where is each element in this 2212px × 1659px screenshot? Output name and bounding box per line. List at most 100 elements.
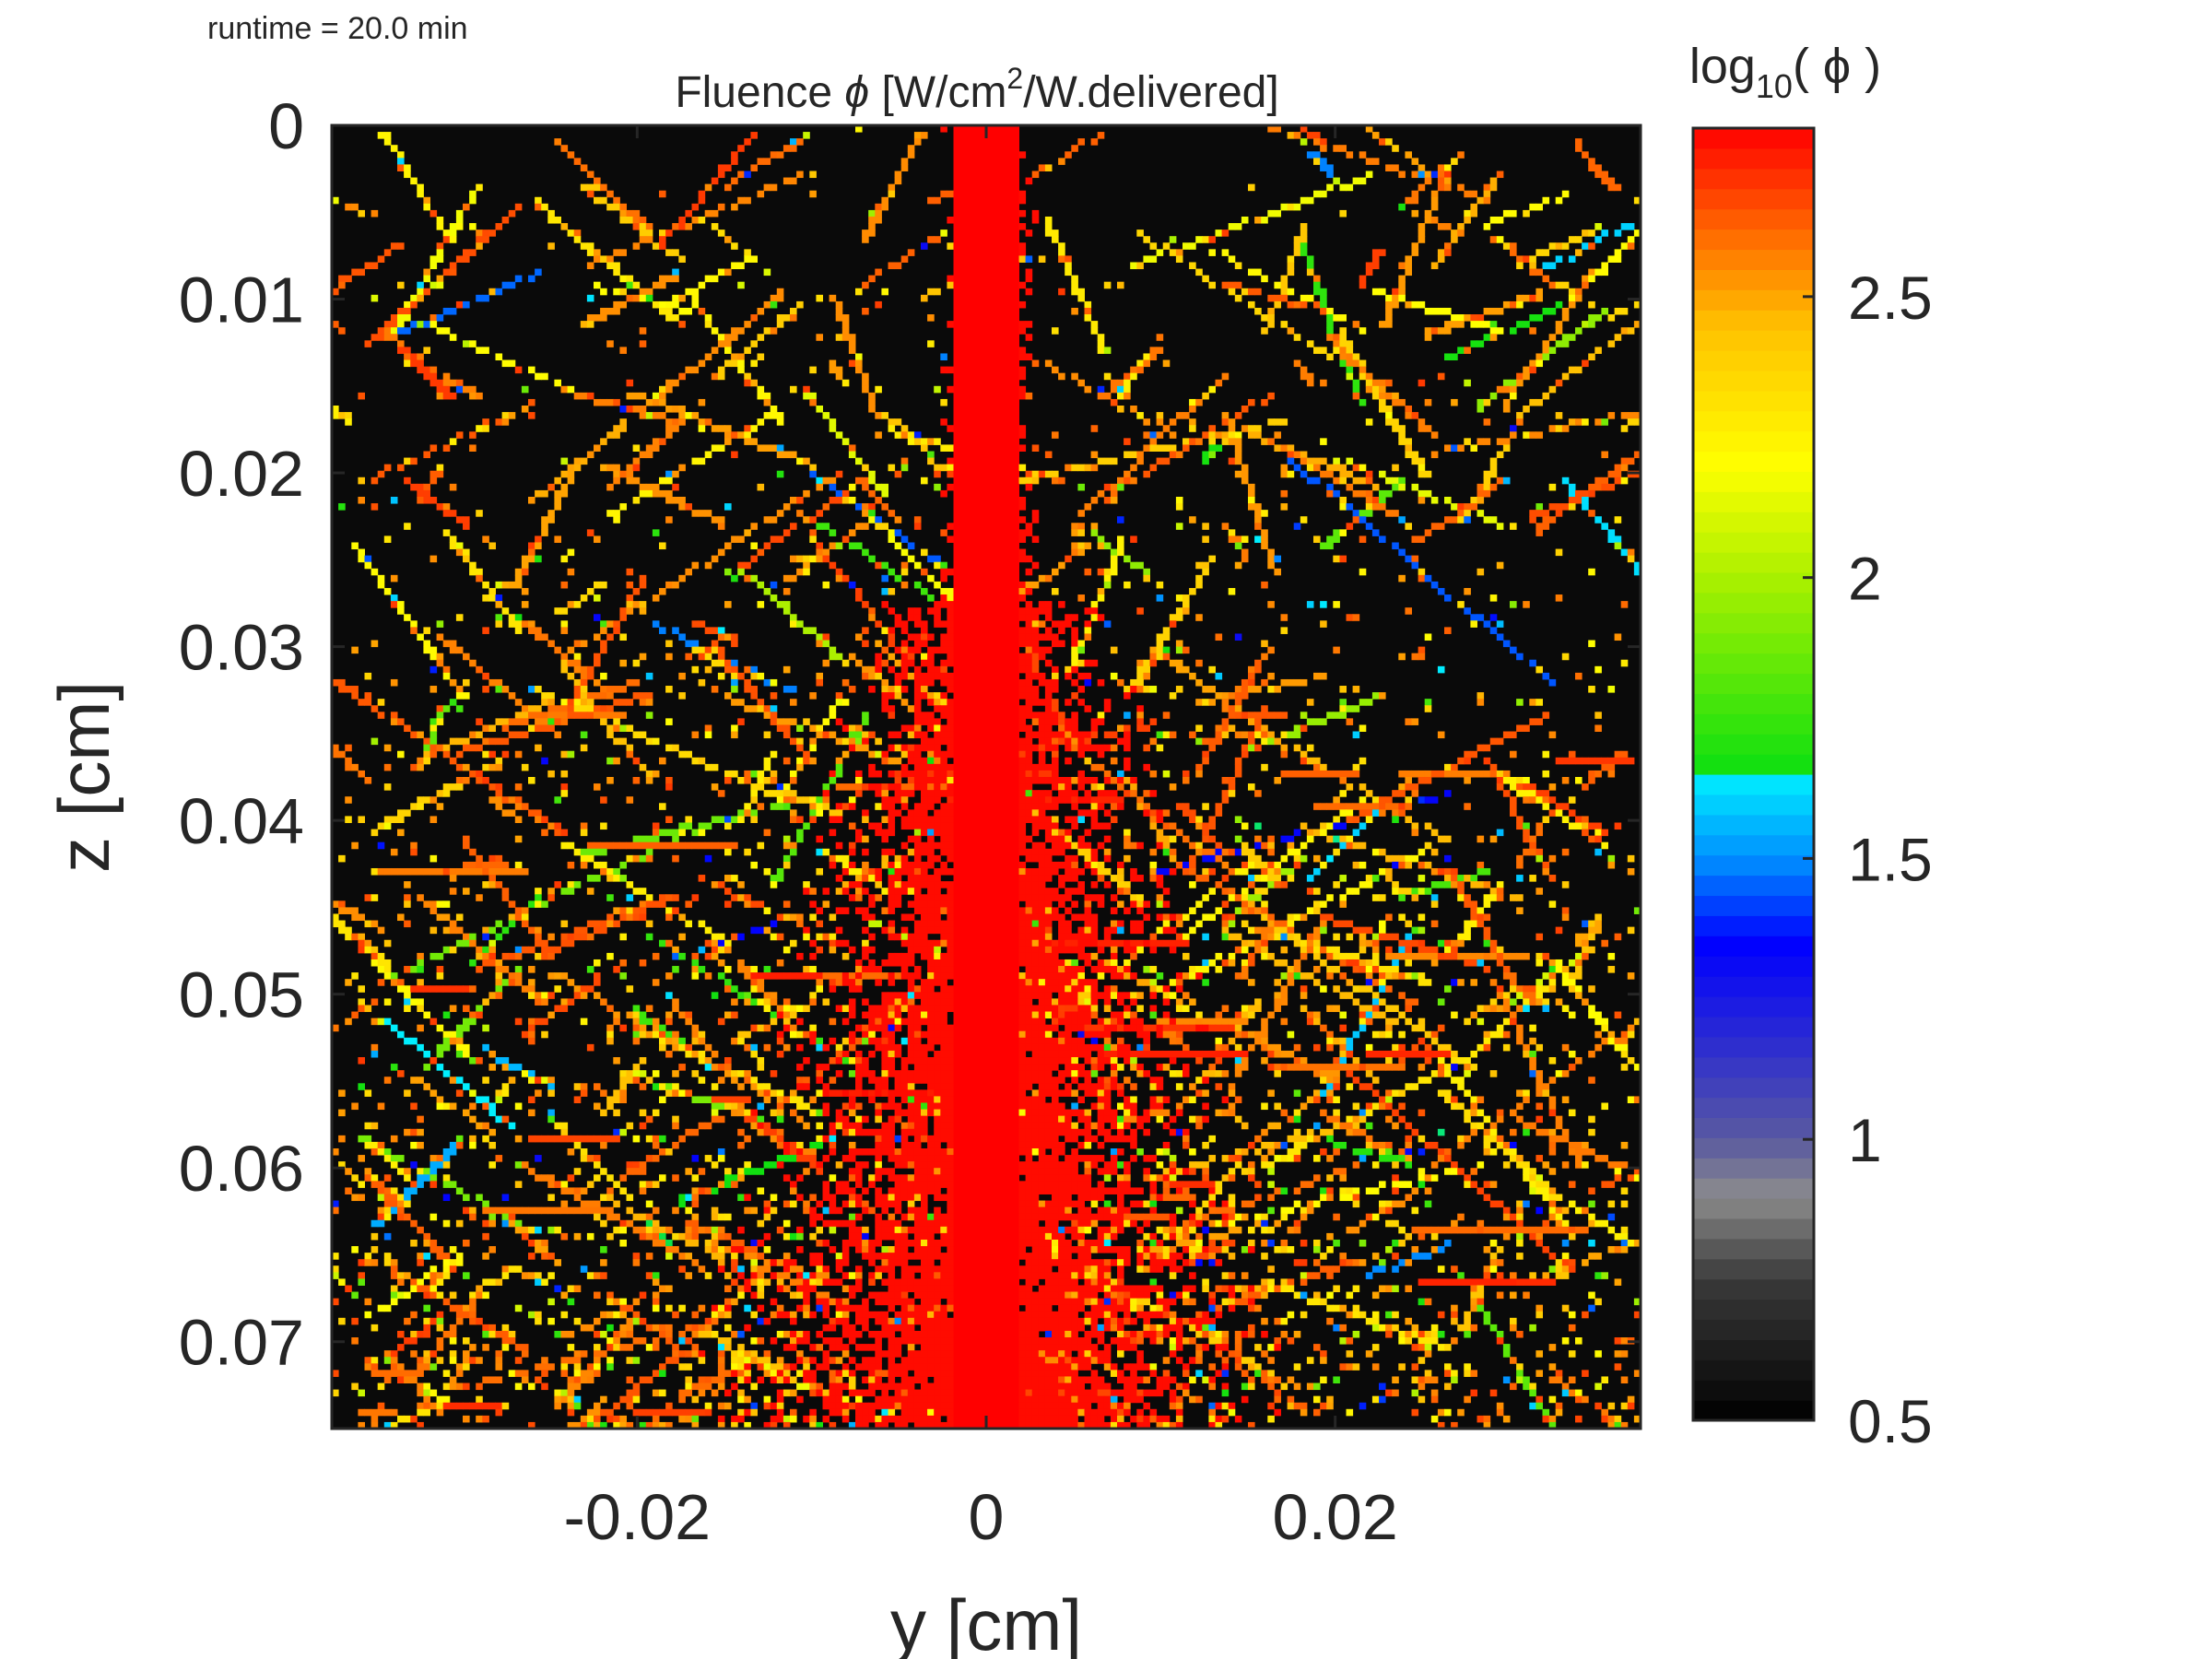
heatmap-cell bbox=[594, 692, 601, 700]
heatmap-cell bbox=[685, 366, 692, 374]
heatmap-cell bbox=[1058, 737, 1065, 746]
heatmap-cell bbox=[986, 770, 994, 778]
heatmap-cell bbox=[404, 353, 411, 361]
heatmap-cell bbox=[744, 770, 751, 778]
heatmap-cell bbox=[927, 803, 935, 810]
heatmap-cell bbox=[1352, 731, 1360, 739]
heatmap-cell bbox=[1215, 431, 1223, 439]
heatmap-cell bbox=[959, 535, 968, 543]
heatmap-cell bbox=[959, 718, 968, 725]
heatmap-cell bbox=[1346, 183, 1354, 192]
heatmap-cell bbox=[979, 268, 987, 276]
heatmap-cell bbox=[953, 659, 961, 667]
heatmap-cell bbox=[986, 816, 994, 823]
heatmap-cell bbox=[1031, 744, 1040, 752]
heatmap-cell bbox=[953, 262, 961, 270]
heatmap-cell bbox=[1502, 790, 1511, 797]
heatmap-cell bbox=[436, 223, 444, 230]
heatmap-cell bbox=[1339, 209, 1347, 218]
heatmap-cell bbox=[959, 803, 968, 810]
heatmap-cell bbox=[972, 470, 981, 478]
heatmap-cell bbox=[1006, 451, 1013, 459]
heatmap-cell bbox=[606, 705, 614, 712]
heatmap-cell bbox=[1392, 542, 1399, 550]
heatmap-cell bbox=[1006, 398, 1013, 406]
heatmap-cell bbox=[959, 809, 968, 817]
heatmap-cell bbox=[1306, 718, 1314, 725]
heatmap-cell bbox=[868, 477, 876, 485]
heatmap-cell bbox=[1006, 724, 1013, 733]
heatmap-cell bbox=[1124, 757, 1131, 765]
heatmap-cell bbox=[1320, 347, 1327, 354]
heatmap-cell bbox=[868, 750, 876, 759]
heatmap-cell bbox=[1117, 477, 1124, 485]
heatmap-cell bbox=[442, 385, 451, 394]
heatmap-cell bbox=[1555, 340, 1563, 347]
heatmap-cell bbox=[390, 712, 398, 719]
heatmap-cell bbox=[993, 347, 1000, 354]
heatmap-cell bbox=[1529, 718, 1536, 725]
heatmap-cell bbox=[934, 601, 941, 608]
heatmap-cell bbox=[659, 803, 666, 810]
heatmap-cell bbox=[862, 372, 869, 381]
heatmap-cell bbox=[796, 744, 804, 752]
heatmap-cell bbox=[966, 816, 974, 823]
heatmap-cell bbox=[993, 398, 1000, 406]
heatmap-cell bbox=[1018, 803, 1027, 810]
heatmap-cell bbox=[999, 529, 1006, 536]
heatmap-cell bbox=[1044, 692, 1053, 700]
heatmap-cell bbox=[894, 744, 902, 752]
heatmap-cell bbox=[1359, 516, 1367, 524]
heatmap-cell bbox=[1365, 477, 1373, 485]
heatmap-cell bbox=[966, 620, 974, 628]
heatmap-cell bbox=[1254, 665, 1262, 674]
heatmap-cell bbox=[888, 535, 896, 543]
heatmap-cell bbox=[1614, 470, 1622, 478]
heatmap-cell bbox=[1523, 790, 1530, 797]
heatmap-cell bbox=[652, 529, 660, 536]
heatmap-cell bbox=[1065, 672, 1072, 680]
heatmap-cell bbox=[1006, 607, 1013, 615]
heatmap-cell bbox=[501, 359, 510, 368]
heatmap-cell bbox=[972, 300, 981, 309]
heatmap-cell bbox=[1071, 275, 1078, 283]
heatmap-cell bbox=[1175, 686, 1183, 693]
heatmap-cell bbox=[972, 164, 981, 171]
heatmap-cell bbox=[455, 777, 464, 784]
heatmap-cell bbox=[966, 627, 974, 634]
heatmap-cell bbox=[586, 529, 594, 536]
heatmap-cell bbox=[698, 418, 706, 426]
heatmap-cell bbox=[1038, 763, 1046, 771]
heatmap-cell bbox=[1248, 268, 1255, 276]
heatmap-cell bbox=[848, 483, 856, 491]
heatmap-cell bbox=[678, 418, 686, 426]
heatmap-cell bbox=[613, 300, 620, 309]
heatmap-cell bbox=[953, 158, 961, 165]
heatmap-cell bbox=[1627, 548, 1635, 557]
heatmap-cell bbox=[934, 620, 941, 628]
heatmap-cell bbox=[979, 822, 987, 830]
heatmap-cell bbox=[383, 763, 392, 771]
heatmap-cell bbox=[594, 705, 601, 712]
heatmap-cell bbox=[1202, 803, 1209, 810]
heatmap-cell bbox=[953, 672, 961, 680]
heatmap-cell bbox=[1169, 418, 1177, 426]
heatmap-cell bbox=[1110, 646, 1118, 654]
heatmap-cell bbox=[881, 587, 888, 595]
heatmap-cell bbox=[822, 555, 830, 563]
heatmap-cell bbox=[881, 523, 888, 530]
heatmap-cell bbox=[594, 678, 601, 687]
heatmap-cell bbox=[1561, 816, 1570, 823]
heatmap-cell bbox=[953, 340, 961, 347]
heatmap-cell bbox=[1031, 561, 1040, 570]
heatmap-cell bbox=[1398, 431, 1406, 439]
heatmap-cell bbox=[423, 321, 430, 328]
heatmap-cell bbox=[953, 177, 961, 185]
heatmap-cell bbox=[1496, 438, 1504, 445]
heatmap-cell bbox=[1221, 796, 1230, 804]
heatmap-cell bbox=[1090, 777, 1099, 784]
heatmap-cell bbox=[1149, 353, 1158, 361]
heatmap-cell bbox=[1012, 555, 1019, 563]
heatmap-cell bbox=[888, 692, 896, 700]
heatmap-cell bbox=[338, 750, 346, 759]
